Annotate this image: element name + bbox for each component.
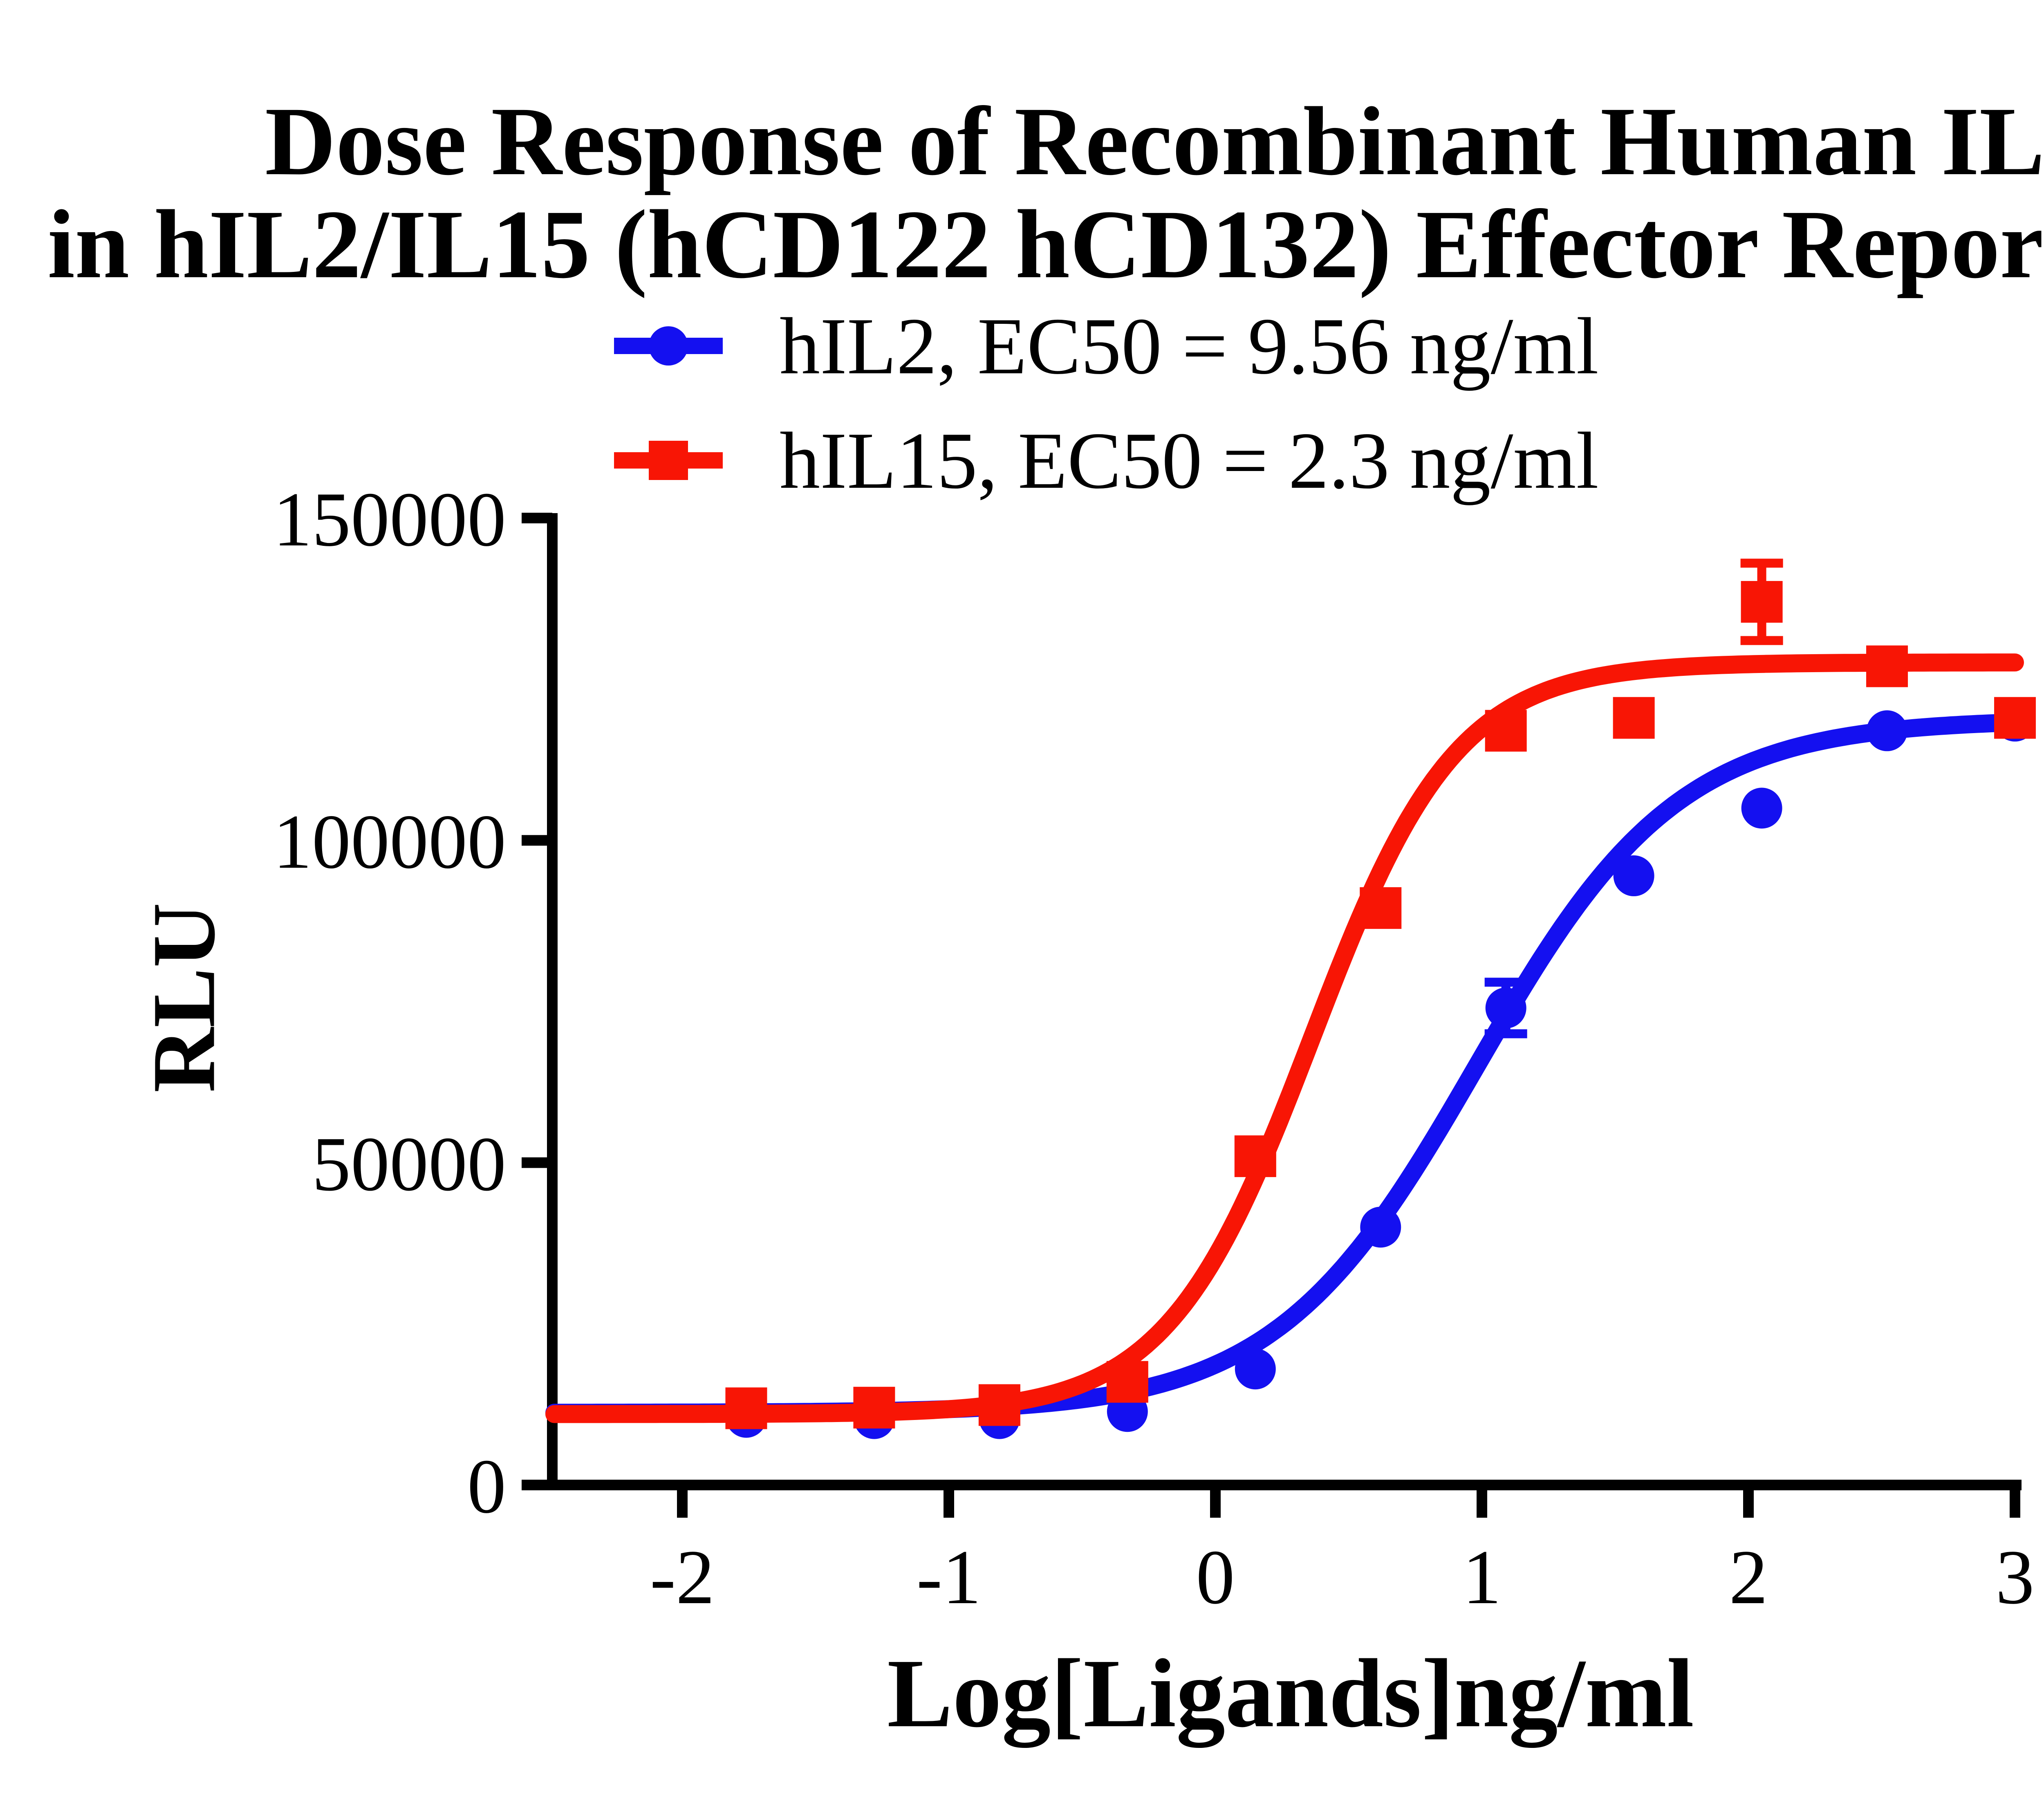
data-point-circle xyxy=(1867,710,1908,751)
data-point-square xyxy=(725,1387,767,1429)
legend-label: hIL2, EC50 = 9.56 ng/ml xyxy=(780,301,1599,391)
data-point-circle xyxy=(1485,987,1526,1029)
legend-item: hIL15, EC50 = 2.3 ng/ml xyxy=(613,403,1599,518)
series-hIL15 xyxy=(545,559,2036,1429)
x-tick-label: 1 xyxy=(1463,1534,1502,1620)
fit-curve xyxy=(545,653,2024,1423)
chart-title-line1: Dose Response of Recombinant Human IL2/I… xyxy=(265,87,2044,195)
x-axis-title: Log[Ligands]ng/ml xyxy=(887,1639,1694,1747)
data-point-square xyxy=(1360,887,1402,929)
y-tick-label: 150000 xyxy=(273,477,506,563)
data-point-square xyxy=(853,1386,895,1429)
data-point-square xyxy=(1994,697,2036,739)
data-point-square xyxy=(1234,1135,1276,1177)
data-point-square xyxy=(1866,645,1908,687)
y-tick-label: 0 xyxy=(467,1444,506,1530)
data-point-square xyxy=(1741,581,1783,623)
legend-label: hIL15, EC50 = 2.3 ng/ml xyxy=(780,415,1599,505)
data-point-square xyxy=(1485,710,1527,752)
x-tick-label: 2 xyxy=(1729,1534,1768,1620)
data-point-square xyxy=(1613,697,1655,739)
chart-title: Dose Response of Recombinant Human IL2/I… xyxy=(37,90,2044,296)
x-tick-label: -1 xyxy=(917,1534,981,1620)
fit-curve xyxy=(545,713,2024,1422)
legend-item: hIL2, EC50 = 9.56 ng/ml xyxy=(613,289,1599,403)
data-point-circle xyxy=(1235,1348,1276,1390)
x-tick-label: 3 xyxy=(1996,1534,2035,1620)
x-tick-label: -2 xyxy=(650,1534,715,1620)
axes: 0 50000 100000 150000 -2 -1 0 1 2 3 xyxy=(273,477,2035,1620)
data-point-circle xyxy=(1741,787,1782,829)
x-tick-label: 0 xyxy=(1196,1534,1235,1620)
legend-circle-marker-icon xyxy=(614,326,723,366)
y-tick-label: 50000 xyxy=(312,1122,506,1207)
chart-title-line2: in hIL2/IL15 (hCD122 hCD132) Effector Re… xyxy=(47,190,2044,298)
data-point-circle xyxy=(1360,1207,1401,1248)
data-point-circle xyxy=(1613,855,1654,897)
legend: hIL2, EC50 = 9.56 ng/ml hIL15, EC50 = 2.3… xyxy=(613,289,1599,518)
legend-square-marker-icon xyxy=(614,441,723,480)
y-tick-label: 100000 xyxy=(273,799,506,885)
data-point-square xyxy=(978,1384,1020,1426)
data-point-square xyxy=(1106,1361,1148,1403)
